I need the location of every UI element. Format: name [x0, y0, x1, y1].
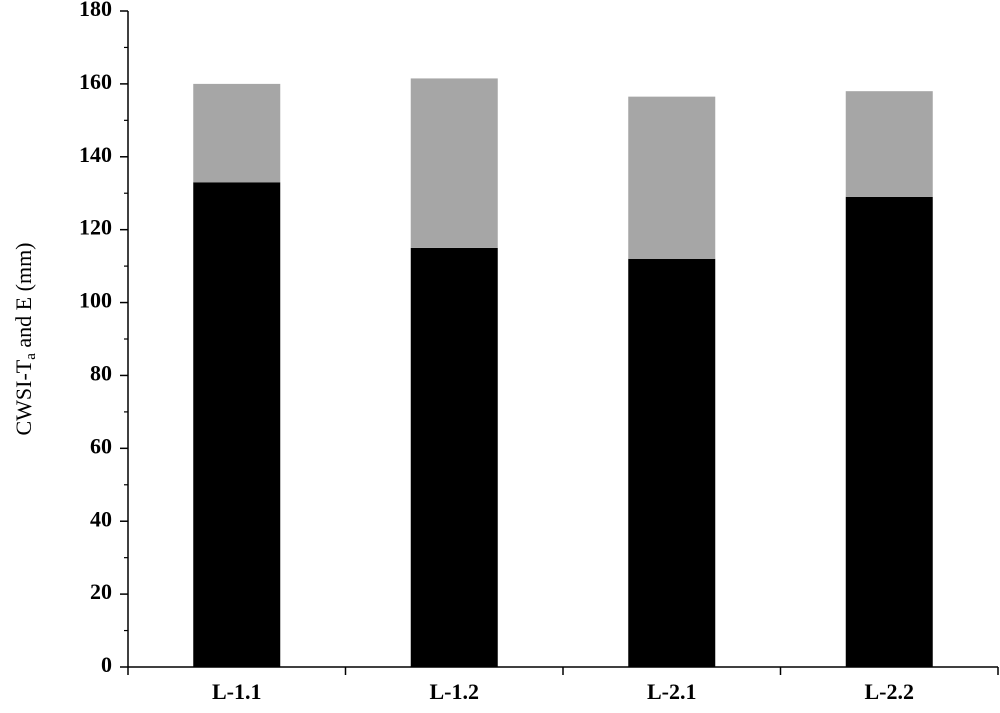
y-axis-label-part: CWSI-T: [11, 359, 36, 435]
bar-segment: [628, 258, 716, 667]
x-tick-label: L-2.1: [647, 679, 697, 704]
y-tick-label: 80: [90, 360, 112, 385]
bar-segment: [193, 83, 281, 183]
y-tick-label: 60: [90, 433, 112, 458]
bar-segment: [845, 91, 933, 197]
bar-segment: [845, 196, 933, 667]
bar-segment: [193, 182, 281, 668]
y-tick-label: 100: [79, 288, 112, 313]
x-tick-label: L-1.2: [430, 679, 480, 704]
y-axis-label-part: and E (mm): [11, 242, 36, 353]
y-tick-label: 180: [79, 0, 112, 21]
bar-segment: [410, 247, 498, 667]
x-tick-label: L-1.1: [212, 679, 262, 704]
bar-segment: [410, 78, 498, 248]
y-tick-label: 0: [101, 652, 112, 677]
y-tick-label: 140: [79, 142, 112, 167]
y-tick-label: 160: [79, 69, 112, 94]
x-tick-label: L-2.2: [865, 679, 915, 704]
y-axis-label: CWSI-Ta and E (mm): [11, 242, 39, 435]
y-tick-label: 120: [79, 215, 112, 240]
y-axis-label-subscript: a: [23, 353, 39, 360]
y-tick-label: 20: [90, 579, 112, 604]
bar-segment: [628, 96, 716, 259]
y-tick-label: 40: [90, 506, 112, 531]
